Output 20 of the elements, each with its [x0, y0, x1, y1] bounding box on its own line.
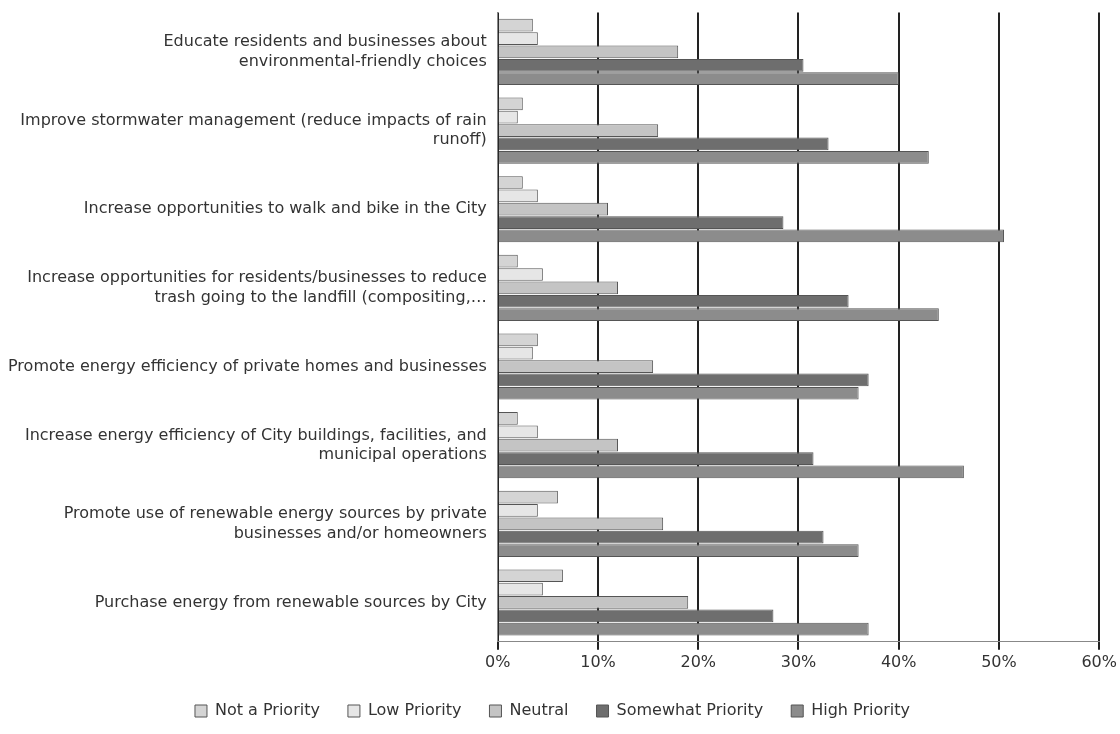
x-tick-label: 10% — [580, 651, 616, 671]
x-tick-label: 60% — [1081, 651, 1117, 671]
x-tick-label: 50% — [981, 651, 1017, 671]
y-tick-label: Purchase energy from renewable sources by City — [94, 591, 487, 611]
legend-label: Somewhat Priority — [616, 700, 764, 720]
y-tick-label: Educate residents and businesses about environmental-friendly choices — [163, 31, 487, 70]
legend-label: Neutral — [509, 700, 569, 720]
legend-label: Not a Priority — [214, 700, 320, 720]
x-tick-label: 30% — [780, 651, 817, 671]
x-tick-label: 0% — [485, 651, 511, 671]
legend-label: Low Priority — [367, 700, 462, 720]
legend-label: High Priority — [811, 700, 911, 720]
y-tick-label: Increase opportunities for residents/businesses to reduce trash going to the landfill (compositing,… — [27, 267, 487, 306]
y-tick-label: Promote energy efficiency of private homes and businesses — [8, 355, 487, 375]
y-tick-label: Improve stormwater management (reduce impacts of rain runoff) — [20, 110, 487, 149]
y-tick-label: Increase energy efficiency of City buildings, facilities, and municipal operations — [24, 424, 487, 463]
y-tick-label: Increase opportunities to walk and bike in the City — [83, 198, 487, 218]
y-tick-label: Promote use of renewable energy sources by private businesses and/or homeowners — [63, 503, 487, 542]
x-tick-label: 40% — [880, 651, 917, 671]
x-tick-label: 20% — [680, 651, 717, 671]
